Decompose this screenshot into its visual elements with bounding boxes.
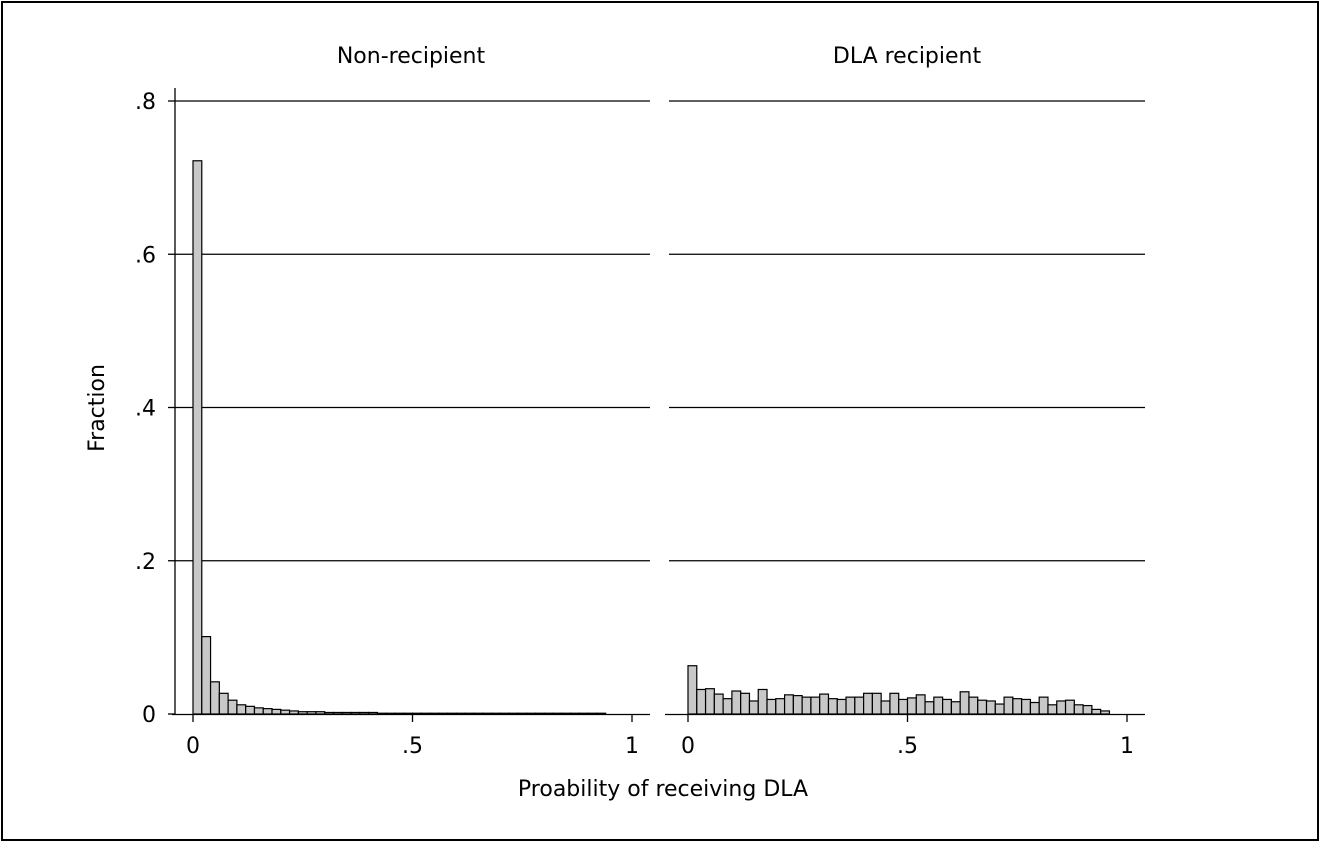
y-tick-label-0: 0 <box>142 703 156 728</box>
bar-p0-10 <box>280 709 291 715</box>
bar-p1-31 <box>959 691 970 715</box>
bar-p0-20 <box>368 711 378 715</box>
bar-p0-19 <box>359 711 370 715</box>
bar-p0-2 <box>209 681 220 715</box>
bar-p1-15 <box>819 693 830 715</box>
bar-p0-13 <box>306 711 317 715</box>
bar-p0-16 <box>332 711 343 715</box>
bar-p1-36 <box>1003 696 1014 715</box>
bar-p0-9 <box>271 708 282 715</box>
bar-p1-12 <box>792 695 803 715</box>
bar-p1-30 <box>950 701 961 715</box>
panel-title-dla-recipient: DLA recipient <box>833 44 982 69</box>
bar-p0-4 <box>227 699 238 715</box>
bar-p1-41 <box>1047 704 1058 715</box>
x-tick-label-p1-0: 0 <box>681 734 695 759</box>
bar-p1-25 <box>906 697 917 715</box>
bar-p0-3 <box>218 692 229 715</box>
bar-p1-16 <box>827 698 838 715</box>
bar-p0-1 <box>201 636 212 715</box>
bar-p1-21 <box>871 692 882 715</box>
bar-p1-42 <box>1056 700 1067 715</box>
y-tick-label-3: .6 <box>135 243 156 268</box>
x-tick-label-p1-2: 1 <box>1120 734 1134 759</box>
gridlines <box>175 100 1145 562</box>
bar-p1-13 <box>801 696 812 715</box>
panel-title-non-recipient: Non-recipient <box>337 44 486 69</box>
bar-p1-6 <box>740 692 751 715</box>
y-tick-label-4: .8 <box>135 90 156 115</box>
y-axis-title: Fraction <box>85 364 110 452</box>
bar-p1-44 <box>1073 704 1084 715</box>
y-tick-label-1: .2 <box>135 550 156 575</box>
bar-p1-24 <box>898 698 909 715</box>
x-tick-label-p0-1: .5 <box>402 734 423 759</box>
bar-p1-45 <box>1082 704 1093 715</box>
axes <box>168 88 1145 722</box>
bar-p1-3 <box>713 693 724 715</box>
bar-p1-17 <box>836 698 847 715</box>
bar-p0-17 <box>341 711 352 715</box>
bar-p1-10 <box>775 698 786 715</box>
tick-labels: 0 .5 1 0 .2 .4 .6 .8 0 .5 1 <box>135 90 1134 759</box>
bar-p0-12 <box>297 711 308 715</box>
bar-p1-11 <box>783 694 794 715</box>
y-tick-label-2: .4 <box>135 397 156 422</box>
bar-p1-19 <box>854 696 865 715</box>
bar-p1-38 <box>1021 698 1032 715</box>
bar-p0-5 <box>236 704 247 715</box>
bar-p1-8 <box>757 688 768 715</box>
bar-p1-37 <box>1012 698 1023 715</box>
bar-p1-2 <box>704 688 715 715</box>
bar-p1-29 <box>942 698 952 715</box>
bar-p1-18 <box>845 696 856 715</box>
bar-p1-34 <box>985 700 996 715</box>
bar-p0-7 <box>253 707 264 715</box>
x-tick-label-p0-2: 1 <box>625 734 639 759</box>
bar-p0-18 <box>350 711 361 715</box>
bar-p0-8 <box>262 708 273 715</box>
bar-p0-14 <box>315 711 326 715</box>
bar-p1-40 <box>1038 696 1049 715</box>
bar-p1-28 <box>933 696 944 715</box>
bar-p1-4 <box>722 698 733 715</box>
x-axis-title: Proability of receiving DLA <box>518 777 808 802</box>
bar-p0-0 <box>192 160 203 715</box>
bar-p1-23 <box>889 692 900 715</box>
bar-p1-20 <box>862 692 873 715</box>
bar-p1-43 <box>1064 699 1075 715</box>
bar-p1-9 <box>766 698 777 715</box>
bar-p0-15 <box>324 711 335 715</box>
bar-p1-32 <box>968 696 979 715</box>
bar-p1-5 <box>731 690 742 715</box>
bar-p1-7 <box>748 700 759 715</box>
x-tick-label-p0-0: 0 <box>186 734 200 759</box>
bar-p0-6 <box>245 705 256 715</box>
x-tick-label-p1-1: .5 <box>897 734 918 759</box>
bar-p1-47 <box>1100 710 1111 715</box>
bar-p1-39 <box>1029 701 1040 715</box>
bar-p1-1 <box>696 688 707 715</box>
bar-p1-22 <box>880 700 891 715</box>
histogram-bars <box>192 160 1111 715</box>
bar-p1-35 <box>994 703 1005 715</box>
bar-p1-27 <box>924 701 935 715</box>
bar-p1-33 <box>977 699 988 715</box>
bar-p0-11 <box>288 710 299 715</box>
bar-p1-0 <box>687 665 698 715</box>
bar-p1-46 <box>1091 708 1102 715</box>
bar-p1-26 <box>915 694 926 715</box>
bar-p1-14 <box>810 696 821 715</box>
